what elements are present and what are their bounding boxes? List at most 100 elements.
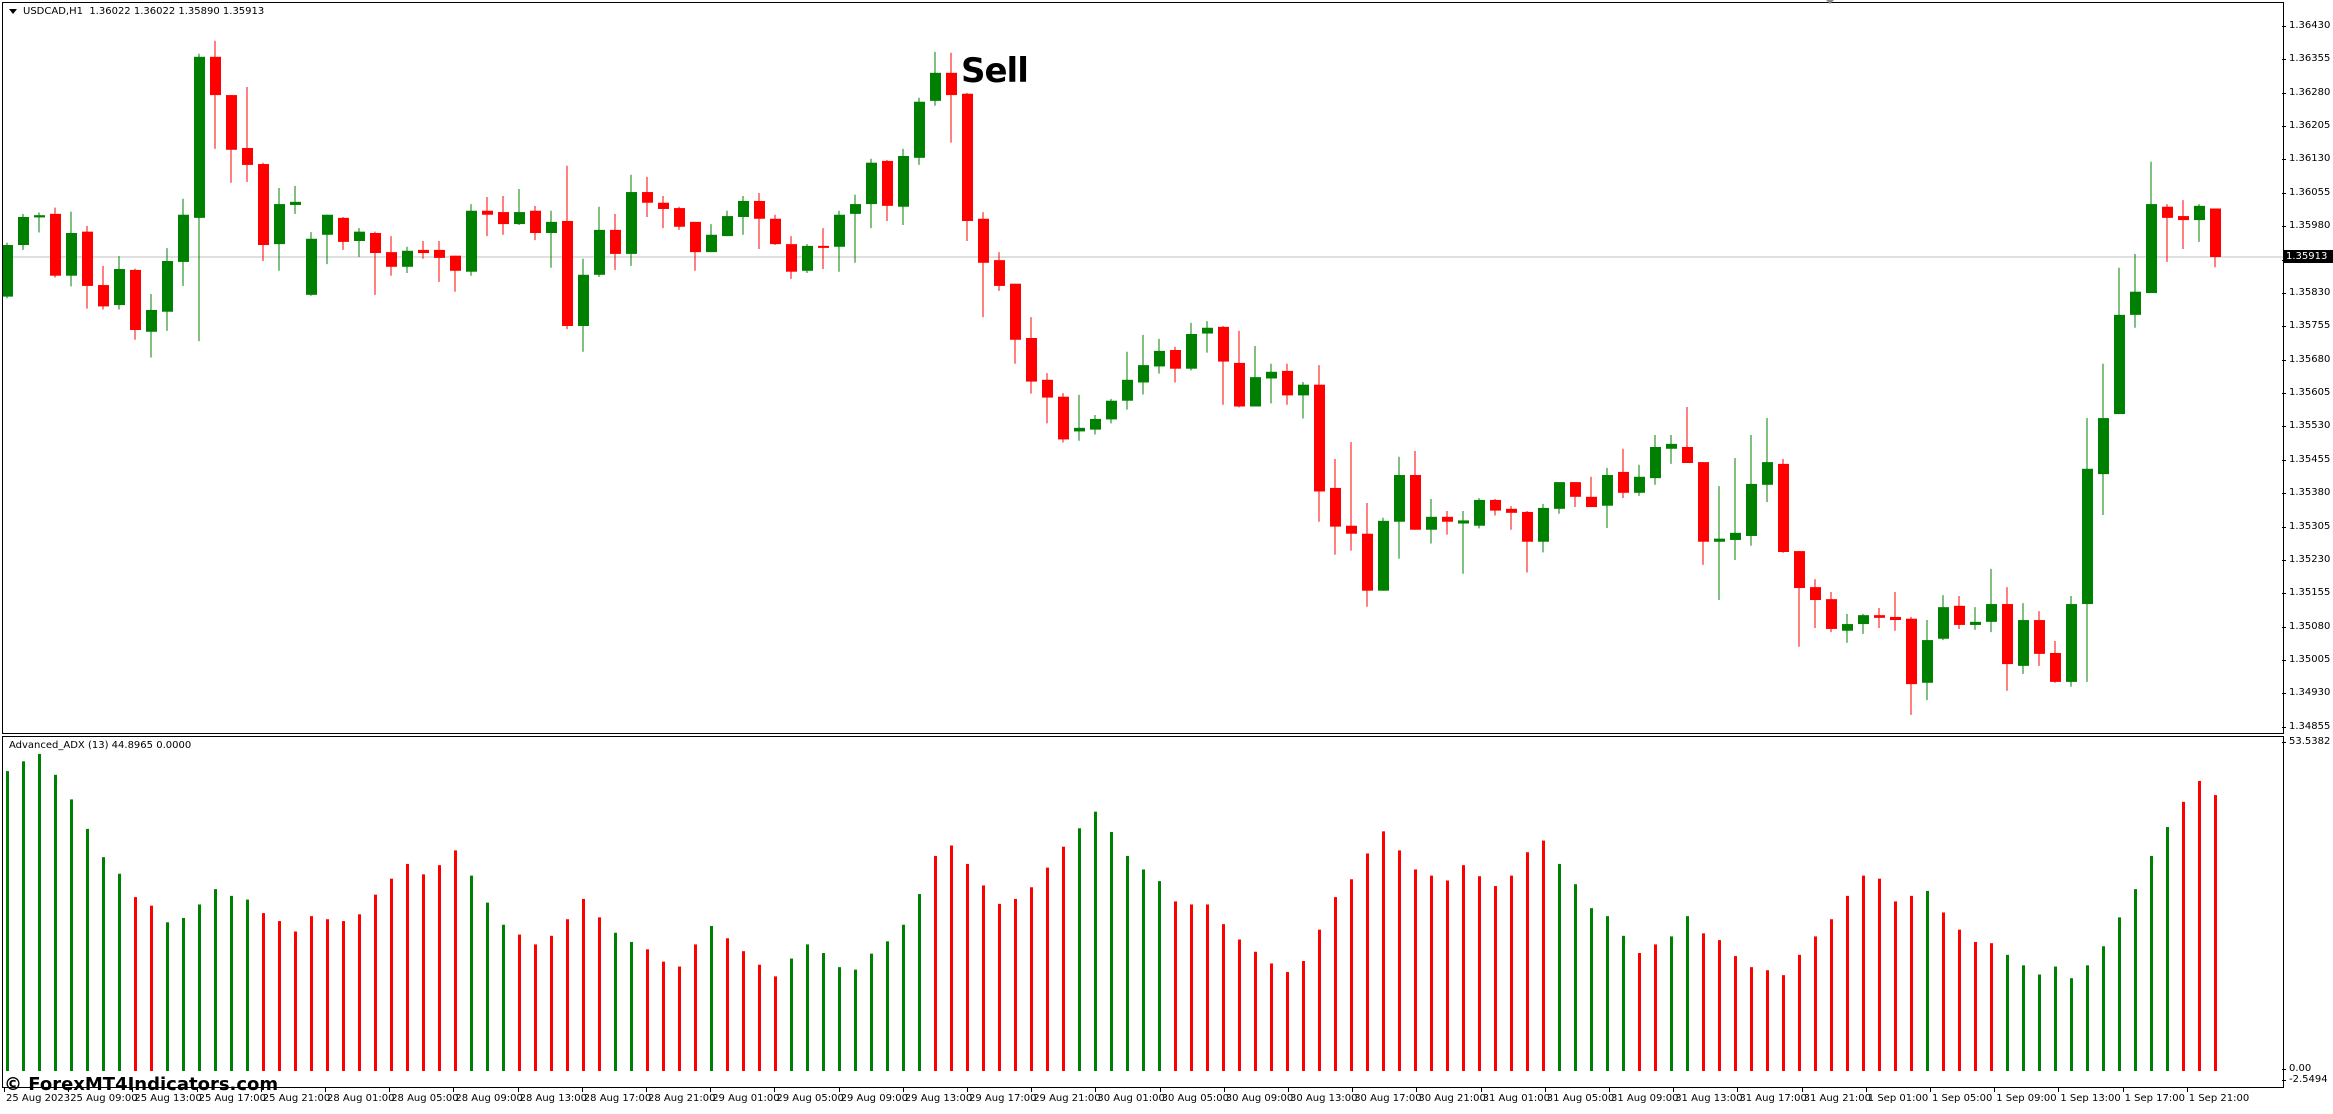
candle — [562, 165, 573, 330]
candle — [1714, 486, 1725, 601]
candle — [578, 258, 589, 352]
time-label: 30 Aug 01:00 — [1095, 1087, 1165, 1104]
candle — [642, 176, 653, 217]
time-label: 29 Aug 05:00 — [774, 1087, 844, 1104]
adx-bar — [1862, 875, 1865, 1071]
adx-bar — [886, 941, 889, 1071]
adx-bar — [1910, 895, 1913, 1071]
candle — [818, 228, 829, 270]
adx-bar — [1942, 912, 1945, 1071]
adx-bar — [1350, 879, 1353, 1071]
candle — [1490, 499, 1501, 516]
candle — [1778, 458, 1789, 553]
adx-bar — [1190, 904, 1193, 1071]
time-label: 1 Sep 21:00 — [2186, 1087, 2250, 1104]
time-axis[interactable]: 25 Aug 2023 25 Aug 09:00 25 Aug 13:00 25 Au… — [2, 1087, 2283, 1114]
adx-bar — [1446, 880, 1449, 1071]
candle — [34, 212, 45, 233]
candle — [1282, 363, 1293, 405]
candle — [674, 206, 685, 230]
adx-bar — [1382, 831, 1385, 1071]
adx-bar — [1238, 939, 1241, 1071]
candle — [1538, 503, 1549, 553]
adx-bar — [678, 966, 681, 1071]
adx-bar — [1142, 869, 1145, 1071]
adx-bar — [342, 921, 345, 1071]
adx-bar — [470, 875, 473, 1071]
adx-bar — [198, 904, 201, 1071]
price-axis[interactable]: 1.36430 1.36355 1.36280 1.36205 1.36130 1.360… — [2282, 20, 2331, 732]
candle — [226, 95, 237, 183]
candle — [1874, 608, 1885, 629]
time-label: 30 Aug 21:00 — [1416, 1087, 1486, 1104]
candle — [738, 196, 749, 235]
adx-bar — [1590, 908, 1593, 1071]
price-chart-pane[interactable]: USDCAD,H1 1.36022 1.36022 1.35890 1.3591… — [2, 2, 2284, 734]
candle — [1554, 482, 1565, 514]
candle — [210, 40, 221, 149]
adx-bar — [1990, 943, 1993, 1071]
time-label: 28 Aug 09:00 — [453, 1087, 523, 1104]
candle — [434, 240, 445, 282]
adx-bar — [1078, 828, 1081, 1071]
adx-bar — [2214, 795, 2217, 1071]
adx-bar — [614, 932, 617, 1071]
candle — [978, 212, 989, 318]
adx-bar — [1062, 846, 1065, 1071]
candle — [1330, 458, 1341, 555]
adx-bar — [2086, 965, 2089, 1071]
adx-bar — [2054, 966, 2057, 1071]
candle — [82, 225, 93, 309]
candle — [930, 51, 941, 106]
indicator-pane[interactable]: Advanced_ADX (13) 44.8965 0.0000 — [2, 736, 2284, 1088]
adx-bar — [326, 919, 329, 1071]
adx-bar — [390, 878, 393, 1071]
candle — [1506, 506, 1517, 530]
adx-bar — [1014, 898, 1017, 1071]
adx-bar — [1766, 970, 1769, 1071]
time-label: 30 Aug 09:00 — [1223, 1087, 1294, 1104]
candle — [1138, 334, 1149, 395]
chart-shift-marker-icon[interactable] — [1826, 0, 1834, 4]
candle — [626, 174, 637, 266]
candle — [466, 204, 477, 276]
adx-bar — [1494, 886, 1497, 1071]
adx-bar — [214, 889, 217, 1071]
candle — [322, 214, 333, 265]
adx-bar — [998, 903, 1001, 1071]
adx-bar — [1398, 850, 1401, 1071]
candle — [338, 216, 349, 250]
time-label: 31 Aug 21:00 — [1801, 1087, 1872, 1104]
adx-bar — [2038, 974, 2041, 1071]
candle — [1650, 434, 1661, 485]
candle — [1570, 482, 1581, 508]
candle — [1810, 579, 1821, 629]
adx-bar — [550, 935, 553, 1071]
adx-bar — [662, 961, 665, 1071]
time-label: 25 Aug 21:00 — [260, 1087, 331, 1104]
adx-bar — [534, 944, 537, 1071]
candle — [3, 242, 13, 299]
adx-bar — [1958, 929, 1961, 1071]
candle — [2018, 603, 2029, 674]
candle — [914, 97, 925, 165]
time-label: 29 Aug 01:00 — [710, 1087, 780, 1104]
adx-bar — [70, 799, 73, 1071]
candle — [898, 148, 909, 225]
time-label: 30 Aug 05:00 — [1159, 1087, 1230, 1104]
adx-bar — [1926, 890, 1929, 1071]
adx-bar — [2134, 889, 2137, 1071]
candle — [770, 214, 781, 246]
watermark: © ForexMT4Indicators.com — [4, 1074, 279, 1095]
candle — [1314, 365, 1325, 522]
adx-bar — [1206, 904, 1209, 1071]
candle — [1442, 511, 1453, 535]
adx-bar — [438, 865, 441, 1071]
dropdown-triangle-icon[interactable] — [9, 8, 17, 14]
adx-bar — [2102, 946, 2105, 1071]
candle — [1986, 568, 1997, 633]
time-label: 30 Aug 13:00 — [1287, 1087, 1358, 1104]
adx-bar — [1366, 853, 1369, 1071]
candle — [2050, 640, 2061, 683]
